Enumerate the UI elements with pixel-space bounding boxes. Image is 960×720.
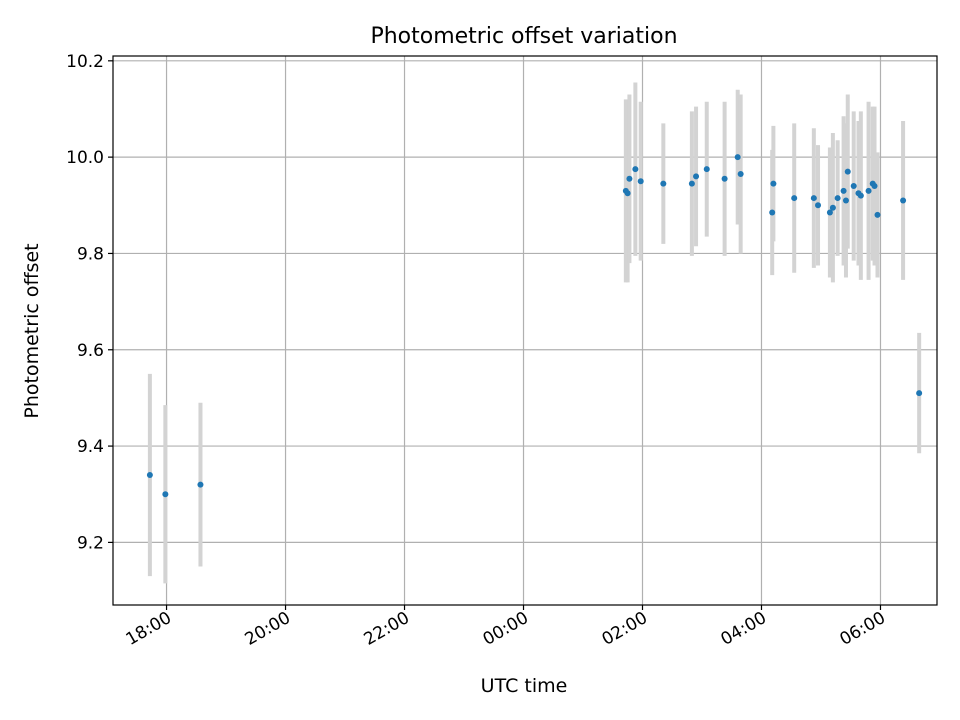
data-point <box>834 195 841 202</box>
data-point <box>734 154 741 161</box>
data-point <box>840 187 847 194</box>
data-point <box>721 175 728 182</box>
data-point <box>769 209 776 216</box>
data-point <box>770 180 777 187</box>
data-point <box>624 190 631 197</box>
data-point <box>871 183 878 190</box>
data-point <box>197 481 204 488</box>
data-point <box>844 168 851 175</box>
y-tick-label: 10.2 <box>66 52 104 72</box>
data-point <box>810 195 817 202</box>
data-point <box>874 211 881 218</box>
data-point <box>693 173 700 180</box>
data-point <box>162 491 169 498</box>
y-tick-label: 9.2 <box>77 533 104 553</box>
data-point <box>626 175 633 182</box>
chart-title: Photometric offset variation <box>370 24 677 49</box>
data-point <box>857 192 864 199</box>
y-tick-label: 10.0 <box>66 148 104 168</box>
data-point <box>916 390 923 397</box>
y-axis-label: Photometric offset <box>21 243 43 418</box>
data-point <box>850 183 857 190</box>
data-point <box>865 187 872 194</box>
data-point <box>842 197 849 204</box>
y-tick-label: 9.6 <box>77 341 104 361</box>
data-point <box>660 180 667 187</box>
data-point <box>791 195 798 202</box>
plot-frame <box>112 55 938 606</box>
y-tick-label: 9.4 <box>77 437 104 457</box>
data-point <box>737 170 744 177</box>
data-point <box>815 202 822 209</box>
data-point <box>688 180 695 187</box>
data-point <box>637 178 644 185</box>
y-axis-ticks: 9.2 9.4 9.6 9.8 10.0 10.2 <box>66 52 113 553</box>
x-axis-label: UTC time <box>481 675 568 697</box>
grid <box>113 56 937 605</box>
data-points <box>146 154 923 498</box>
data-point <box>826 209 833 216</box>
data-point <box>703 166 710 173</box>
data-point <box>900 197 907 204</box>
data-point <box>146 471 153 478</box>
y-tick-label: 9.8 <box>77 244 104 264</box>
data-point <box>829 204 836 211</box>
data-point <box>632 166 639 173</box>
